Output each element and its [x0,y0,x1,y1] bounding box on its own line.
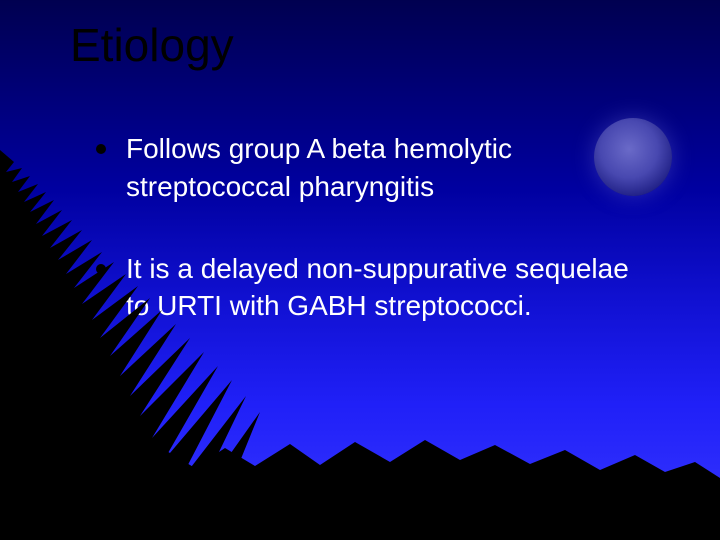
slide: Etiology Follows group A beta hemolytic … [0,0,720,540]
pine-tree-silhouette [0,0,720,540]
